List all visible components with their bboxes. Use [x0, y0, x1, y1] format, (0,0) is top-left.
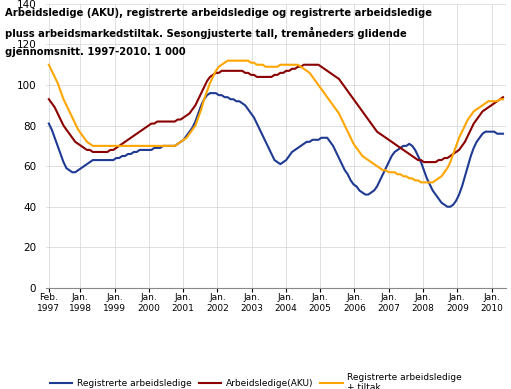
Legend: Registrerte arbeidsledige, Arbeidsledige(AKU), Registrerte arbeidsledige
+ tilta: Registrerte arbeidsledige, Arbeidsledige… [46, 369, 466, 389]
Text: Arbeidsledige (AKU), registrerte arbeidsledige og registrerte arbeidsledige: Arbeidsledige (AKU), registrerte arbeids… [5, 8, 432, 18]
Text: gjennomsnitt. 1997-2010. 1 000: gjennomsnitt. 1997-2010. 1 000 [5, 47, 185, 57]
Text: pluss arbeidsmarkedstiltak. Sesongjusterte tall, tremåneders glidende: pluss arbeidsmarkedstiltak. Sesongjuster… [5, 27, 407, 39]
